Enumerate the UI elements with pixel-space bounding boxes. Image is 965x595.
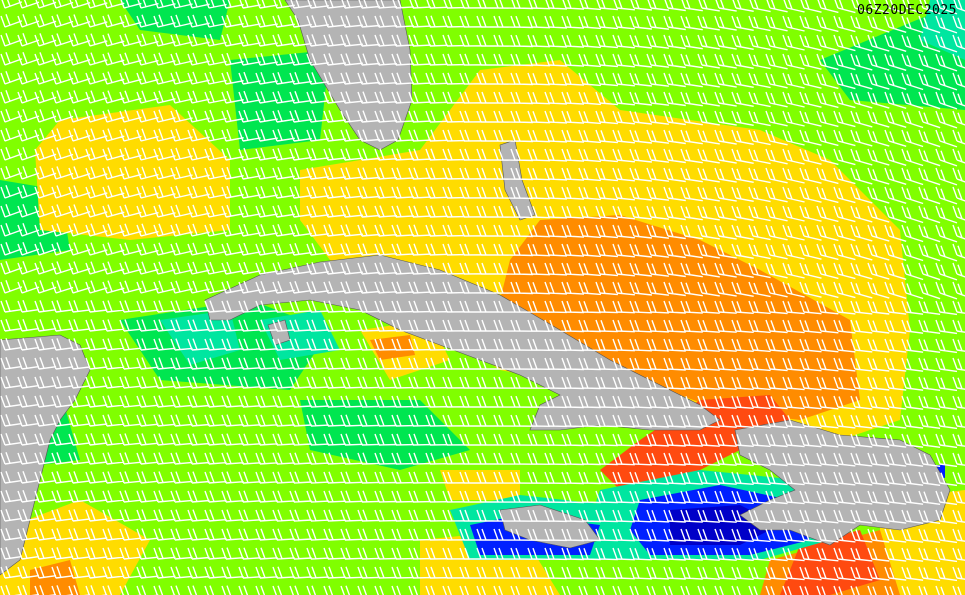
land-jamaica — [499, 504, 601, 549]
land-yucatan — [0, 334, 91, 576]
field-orange — [30, 215, 900, 595]
timestamp-label: 06Z20DEC2025 — [857, 3, 957, 18]
land-cuba — [204, 254, 721, 431]
landmasses — [0, 0, 951, 576]
